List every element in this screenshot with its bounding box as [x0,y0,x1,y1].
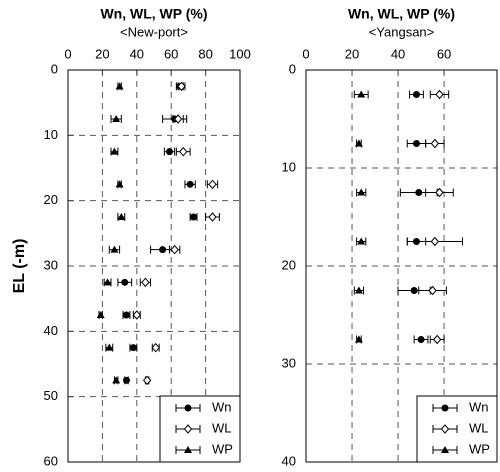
legend-label: Wn [212,399,232,414]
marker [435,89,444,100]
y-tick-label: 50 [44,388,58,403]
marker [110,245,119,253]
x-tick-label: 60 [164,46,178,61]
marker [186,180,194,188]
marker [151,342,160,353]
marker [415,189,423,196]
marker [208,179,217,190]
marker [179,146,188,157]
marker [412,91,420,98]
y-tick-label: 20 [282,257,296,272]
y-tick-label: 30 [282,355,296,370]
y-tick-label: 40 [44,323,58,338]
marker [103,278,112,286]
marker [357,188,366,196]
legend-label: WL [469,420,489,435]
marker [357,90,366,98]
marker [184,404,192,412]
marker [441,404,449,412]
chart-title: Wn, WL, WP (%) [348,6,455,22]
x-tick-label: 100 [229,46,251,61]
marker [165,148,173,156]
marker [173,114,183,124]
y-tick-label: 30 [44,257,58,272]
marker [115,180,124,188]
marker [141,277,150,288]
marker [435,187,444,198]
x-tick-label: 20 [95,46,109,61]
x-tick-label: 40 [130,46,144,61]
marker [112,376,121,384]
marker [357,237,366,245]
legend-label: WL [212,420,232,435]
legend-label: WP [469,441,490,456]
marker [184,446,192,453]
marker [129,344,137,352]
legend-label: WP [212,441,233,456]
marker [410,287,418,294]
marker [441,446,449,453]
y-tick-label: 10 [44,127,58,142]
marker [132,310,141,320]
marker [190,213,198,221]
chart-subtitle: <Yangsan> [369,24,435,39]
y-tick-label: 10 [282,159,296,174]
marker [430,138,440,149]
x-tick-label: 60 [437,46,451,61]
y-tick-label: 0 [289,61,296,76]
legend-label: Wn [469,399,489,414]
x-tick-label: 0 [64,46,71,61]
marker [177,81,186,92]
marker [121,278,129,286]
x-tick-label: 80 [198,46,212,61]
marker [428,285,437,296]
marker [170,244,179,255]
plot-frame [305,69,498,463]
chart-subtitle: <New-port> [120,24,188,39]
plot-frame [67,69,241,463]
x-tick-label: 40 [391,46,405,61]
marker [417,336,425,343]
chart-title: Wn, WL, WP (%) [100,6,207,22]
y-tick-label: 20 [44,192,58,207]
marker [122,311,130,319]
marker [354,335,363,343]
y-tick-label: 60 [44,453,58,468]
marker [208,212,217,222]
marker [96,311,105,318]
marker [115,82,124,90]
x-tick-label: 20 [345,46,359,61]
marker [433,334,442,345]
marker [440,424,450,434]
marker [412,140,420,147]
marker [354,286,363,294]
marker [110,147,119,155]
marker [122,376,130,384]
marker [159,246,167,254]
marker [117,213,126,220]
x-tick-label: 0 [302,46,309,61]
y-axis-label: EL (-m) [11,239,28,294]
y-tick-label: 0 [51,61,58,76]
marker [142,375,152,386]
marker [112,115,121,122]
marker [183,424,193,434]
marker [354,139,363,147]
y-tick-label: 40 [282,453,296,468]
marker [105,343,114,351]
marker [430,236,440,247]
